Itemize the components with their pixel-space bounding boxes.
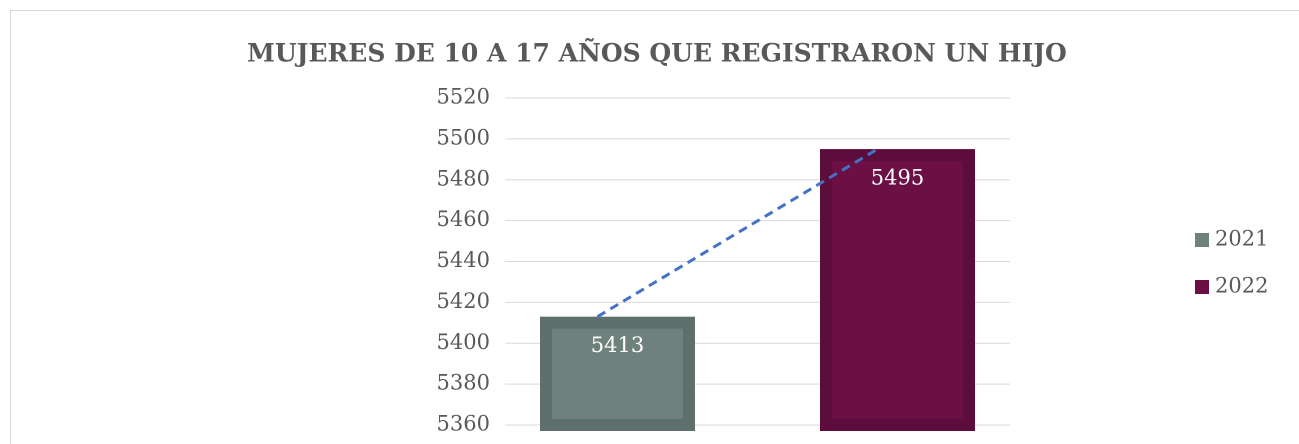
chart-border xyxy=(10,10,1299,444)
y-tick-label: 5360 xyxy=(437,412,490,436)
legend-swatch xyxy=(1195,233,1209,247)
value-label: 5413 xyxy=(591,333,644,357)
y-tick-label: 5440 xyxy=(437,248,490,272)
y-tick-label: 5500 xyxy=(437,125,490,149)
chart-title: MUJERES DE 10 A 17 AÑOS QUE REGISTRARON … xyxy=(247,39,1067,68)
trendline xyxy=(596,147,879,318)
y-tick-label: 5420 xyxy=(437,289,490,313)
legend-label: 2021 xyxy=(1215,227,1268,251)
bar xyxy=(820,149,975,431)
bar xyxy=(540,316,695,431)
legend-label: 2022 xyxy=(1215,274,1268,298)
y-tick-label: 5380 xyxy=(437,371,490,395)
value-label: 5495 xyxy=(871,166,924,190)
y-tick-label: 5480 xyxy=(437,166,490,190)
y-tick-label: 5400 xyxy=(437,330,490,354)
y-tick-label: 5460 xyxy=(437,207,490,231)
legend-swatch xyxy=(1195,280,1209,294)
y-tick-label: 5520 xyxy=(437,85,490,109)
